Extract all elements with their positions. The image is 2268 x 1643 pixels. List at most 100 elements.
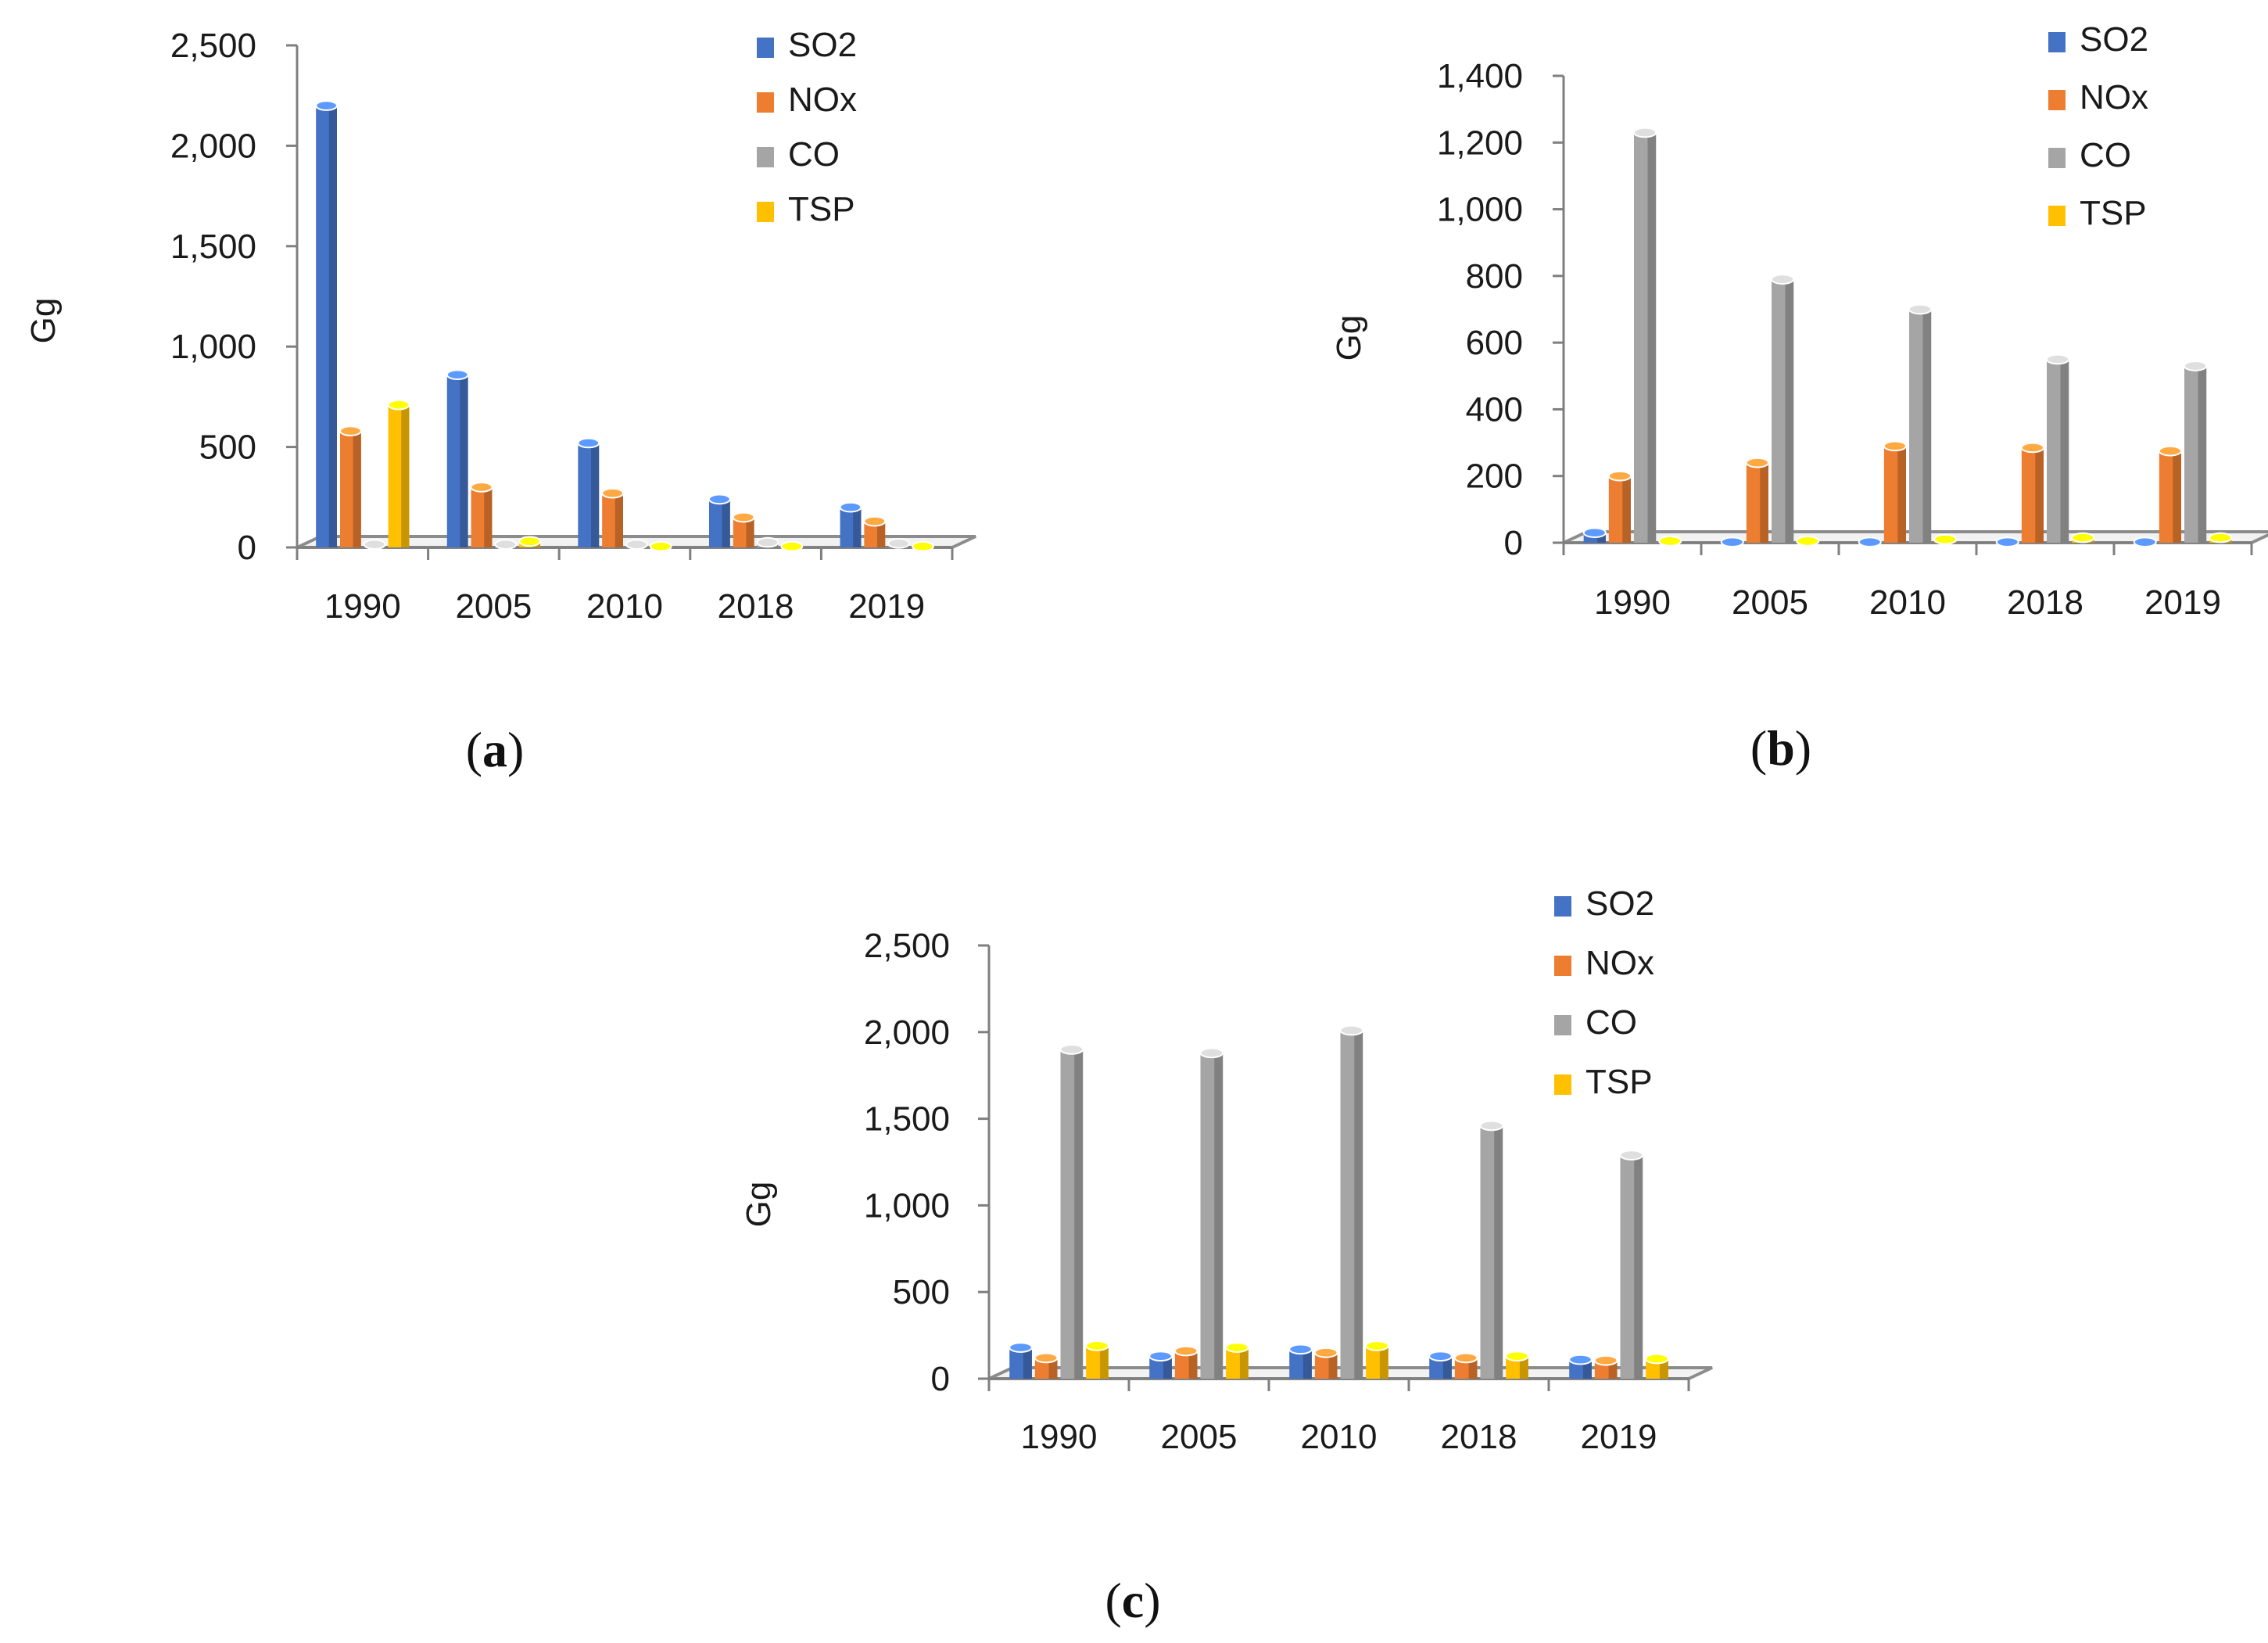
bar-co-2019	[887, 538, 911, 549]
bar-shadow	[401, 404, 410, 547]
bar-tsp-1990	[1085, 1340, 1109, 1379]
bar-co-2010	[625, 539, 648, 550]
bar-so2-1990	[315, 100, 338, 548]
x-tick-label: 2018	[2007, 583, 2083, 622]
bar-top	[1995, 536, 2019, 547]
bar-top	[1034, 1352, 1059, 1364]
bar-so2-2010	[1858, 536, 1882, 547]
bar-shadow	[1048, 1358, 1058, 1379]
legend-swatch-tsp	[1554, 1074, 1571, 1095]
bar-top	[1479, 1120, 1504, 1132]
bar-shadow	[1302, 1349, 1312, 1379]
bar-top	[1148, 1351, 1173, 1362]
bar-top	[1858, 536, 1882, 547]
bar-top	[1453, 1352, 1478, 1364]
legend-label-co: CO	[788, 135, 840, 174]
bar-top	[446, 369, 469, 380]
bar-top	[863, 515, 887, 527]
bar-top	[387, 399, 410, 411]
bar-shadow	[1468, 1358, 1478, 1379]
bar-top	[2158, 445, 2182, 457]
y-tick-label: 500	[893, 1273, 950, 1311]
bar-shadow	[1163, 1356, 1172, 1379]
y-tick-label: 400	[1466, 390, 1523, 429]
legend-swatch-co	[757, 147, 774, 167]
x-tick-label: 2019	[2144, 583, 2221, 622]
bar-shadow	[590, 443, 600, 547]
bar-top	[339, 425, 362, 436]
bar-so2-2005	[1148, 1351, 1173, 1379]
bar-co-2018	[2046, 353, 2070, 543]
bar-top	[732, 511, 755, 523]
bar-shadow	[328, 106, 337, 548]
legend-swatch-so2	[1554, 896, 1571, 917]
panel-label: (a)	[466, 722, 525, 777]
bar-top	[839, 501, 862, 513]
bar-shadow	[877, 521, 886, 547]
bar-co-2005	[1771, 274, 1795, 543]
y-tick-label: 1,500	[170, 228, 256, 266]
x-tick-label: 2018	[718, 587, 794, 626]
bar-top	[1225, 1342, 1249, 1353]
legend-swatch-tsp	[757, 202, 774, 222]
legend-label-nox: NOx	[2080, 78, 2148, 117]
bar-nox-2005	[470, 482, 493, 547]
bar-top	[780, 540, 804, 552]
bar-top	[2133, 536, 2157, 547]
bar-top	[1645, 1353, 1669, 1365]
bar-so2-2018	[1995, 536, 2019, 547]
bar-shadow	[2060, 359, 2069, 543]
bar-shadow	[1023, 1347, 1032, 1379]
bar-co-2005	[494, 539, 518, 550]
bar-top	[1619, 1150, 1644, 1161]
bar-top	[1339, 1024, 1364, 1036]
bar-top	[2046, 353, 2070, 365]
y-tick-label: 2,500	[864, 927, 950, 965]
bar-shadow	[1239, 1347, 1249, 1379]
bar-top	[1568, 1354, 1593, 1365]
bar-shadow	[1922, 309, 1932, 543]
y-tick-label: 1,400	[1437, 57, 1523, 95]
bar-co-2019	[2184, 361, 2208, 543]
x-tick-label: 1990	[1021, 1418, 1098, 1456]
bar-shadow	[1379, 1345, 1388, 1379]
x-tick-label: 2005	[455, 587, 532, 626]
bar-top	[1883, 440, 1907, 452]
y-axis-label: Gg	[1330, 315, 1368, 361]
bar-top	[1607, 470, 1632, 482]
legend-label-co: CO	[1585, 1003, 1637, 1042]
bar-top	[315, 100, 338, 111]
bar-shadow	[353, 431, 361, 547]
bar-nox-2010	[1883, 440, 1907, 543]
bar-shadow	[614, 493, 623, 547]
bar-nox-2018	[1453, 1352, 1478, 1379]
bar-top	[1199, 1047, 1224, 1059]
legend-swatch-so2	[2048, 32, 2066, 52]
bar-shadow	[1188, 1351, 1198, 1379]
bar-top	[1085, 1340, 1109, 1351]
y-tick-label: 2,000	[864, 1013, 950, 1052]
bar-shadow	[1634, 1155, 1643, 1379]
bar-shadow	[1647, 132, 1657, 543]
bar-shadow	[2198, 365, 2207, 543]
bar-top	[1933, 533, 1958, 545]
bar-nox-2019	[2158, 445, 2182, 543]
bar-so2-2010	[577, 437, 600, 547]
bar-co-2018	[756, 536, 779, 548]
chart-panel-c: 0 500 1,000 1,500 2,000 2,500 1990 2005 2010 2018…	[740, 884, 1713, 1628]
bar-tsp-2018	[2071, 532, 2095, 543]
bar-so2-2005	[1720, 536, 1744, 547]
bar-shadow	[1622, 475, 1631, 543]
bar-nox-2005	[1173, 1345, 1198, 1379]
bar-top	[708, 493, 731, 505]
bar-so2-2019	[1568, 1354, 1593, 1379]
bar-tsp-2005	[1225, 1342, 1249, 1379]
bar-top	[1009, 1342, 1033, 1353]
bar-shadow	[1519, 1356, 1528, 1379]
y-tick-label: 1,500	[864, 1100, 950, 1139]
bar-top	[756, 536, 779, 548]
bar-co-2019	[1619, 1150, 1644, 1379]
y-axis-label: Gg	[740, 1182, 778, 1228]
bar-tsp-2019	[912, 540, 934, 552]
